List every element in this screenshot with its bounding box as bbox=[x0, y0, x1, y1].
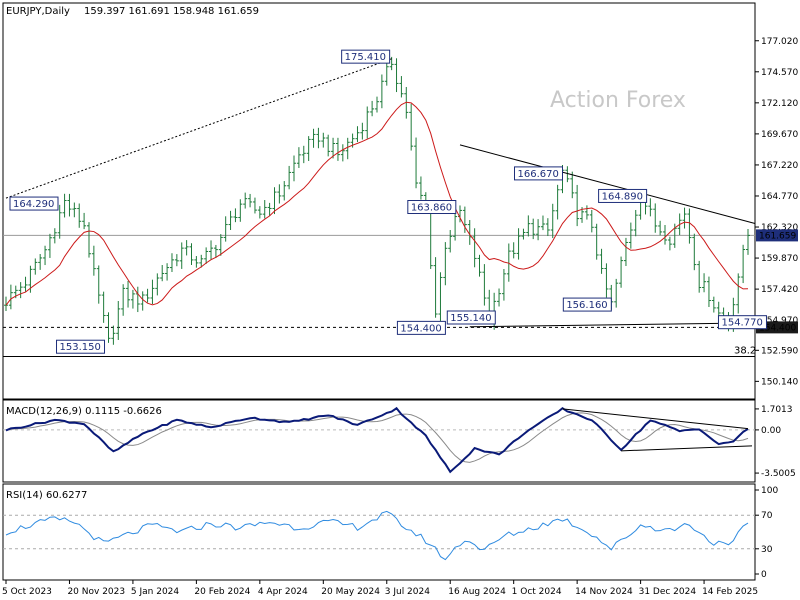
y-tick-label: 159.870 bbox=[761, 254, 798, 264]
macd-lower-trendline bbox=[621, 445, 753, 452]
y-tick-label: 164.770 bbox=[761, 192, 798, 202]
support-price-label: 154.400 bbox=[759, 323, 796, 333]
label-175-410: 175.410 bbox=[345, 52, 386, 63]
x-axis: 5 Oct 2023 20 Nov 2023 5 Jan 2024 20 Feb 20… bbox=[2, 580, 758, 597]
label-156-160-box bbox=[562, 297, 612, 312]
x-tick-label: 20 Feb 2024 bbox=[194, 587, 250, 597]
label-154-400: 154.400 bbox=[400, 323, 441, 334]
label-163-860: 163.860 bbox=[411, 203, 452, 214]
rsi-y-axis: 100 70 30 0 bbox=[755, 486, 778, 580]
x-tick-label: 20 May 2024 bbox=[321, 587, 380, 597]
macd-y-axis: 1.7013 0.00 -3.5005 bbox=[755, 405, 796, 479]
rsi-panel-frame bbox=[2, 483, 756, 581]
x-tick-label: 16 Aug 2024 bbox=[448, 587, 506, 597]
macd-y-label: -3.5005 bbox=[761, 469, 796, 479]
label-164-890: 164.890 bbox=[602, 191, 643, 202]
label-156-160: 156.160 bbox=[566, 300, 607, 311]
price-annotations: 175.410 164.290 153.150 166.670 164.890 163.8… bbox=[9, 49, 767, 354]
label-154-770-box bbox=[717, 315, 767, 330]
price-y-axis: 177.020 174.570 172.120 169.670 167.220 164.7… bbox=[755, 37, 798, 387]
current-price-tag bbox=[756, 229, 798, 242]
fib-label: 38.2 bbox=[734, 346, 756, 357]
macd-y-label: 1.7013 bbox=[761, 405, 793, 415]
moving-average bbox=[5, 101, 749, 306]
y-tick-label: 157.420 bbox=[761, 285, 798, 295]
x-tick-label: 3 Jul 2024 bbox=[385, 587, 430, 597]
x-tick-label: 20 Nov 2023 bbox=[67, 587, 125, 597]
rsi-title: RSI(14) 60.6277 bbox=[6, 490, 87, 501]
label-154-400-box bbox=[396, 320, 446, 335]
label-166-670-box bbox=[514, 166, 563, 181]
macd-series bbox=[3, 406, 755, 474]
y-tick-label: 174.570 bbox=[761, 68, 798, 78]
y-tick-label: 150.140 bbox=[761, 377, 798, 387]
rsi-y-label: 0 bbox=[761, 570, 767, 580]
label-153-150-box bbox=[56, 339, 106, 354]
label-164-290: 164.290 bbox=[13, 199, 54, 210]
label-153-150: 153.150 bbox=[60, 342, 101, 353]
y-tick-label: 152.590 bbox=[761, 346, 798, 356]
x-tick-label: 31 Dec 2024 bbox=[639, 587, 697, 597]
label-155-140-box bbox=[446, 310, 496, 325]
macd-upper-trendline bbox=[562, 408, 749, 430]
y-tick-label: 162.320 bbox=[761, 223, 798, 233]
rsi-y-label: 100 bbox=[761, 486, 778, 496]
label-155-140: 155.140 bbox=[450, 313, 491, 324]
rsi-series bbox=[3, 510, 755, 561]
label-166-670: 166.670 bbox=[518, 169, 559, 180]
watermark-text: Action Forex bbox=[550, 88, 686, 113]
chart-ohlc: 159.397 161.691 158.948 161.659 bbox=[84, 6, 259, 17]
rsi-y-label: 30 bbox=[761, 545, 773, 555]
macd-y-label: 0.00 bbox=[761, 426, 781, 436]
x-tick-label: 5 Oct 2023 bbox=[2, 587, 52, 597]
falling-trendline bbox=[459, 144, 756, 224]
macd-panel-frame bbox=[2, 399, 756, 483]
macd-signal-line bbox=[5, 412, 749, 463]
support-trendline bbox=[469, 322, 749, 328]
x-tick-label: 4 Apr 2024 bbox=[258, 587, 308, 597]
x-tick-label: 1 Oct 2024 bbox=[512, 587, 562, 597]
label-163-860-box bbox=[407, 200, 457, 215]
current-price-label: 161.659 bbox=[759, 231, 796, 241]
macd-line bbox=[5, 406, 749, 474]
price-reference-lines: 38.2 bbox=[3, 234, 756, 358]
x-tick-label: 14 Feb 2025 bbox=[702, 587, 758, 597]
label-164-290-box bbox=[9, 196, 59, 211]
chart-symbol: EURJPY,Daily bbox=[6, 6, 70, 17]
y-tick-label: 172.120 bbox=[761, 99, 798, 109]
label-164-890-box bbox=[598, 188, 648, 203]
price-panel-frame bbox=[2, 2, 756, 400]
label-154-770: 154.770 bbox=[721, 318, 762, 329]
y-tick-label: 154.970 bbox=[761, 316, 798, 326]
rsi-line bbox=[5, 510, 749, 561]
dotted-uptrend-line bbox=[5, 58, 392, 199]
label-175-410-box bbox=[341, 49, 391, 64]
x-tick-label: 14 Nov 2024 bbox=[575, 587, 633, 597]
y-tick-label: 177.020 bbox=[761, 37, 798, 47]
macd-title: MACD(12,26,9) 0.1115 -0.6626 bbox=[6, 406, 162, 417]
y-tick-label: 167.220 bbox=[761, 161, 798, 171]
x-tick-label: 5 Jan 2024 bbox=[131, 587, 179, 597]
ma-line bbox=[5, 101, 749, 306]
y-tick-label: 169.670 bbox=[761, 130, 798, 140]
trendlines bbox=[5, 58, 756, 328]
rsi-y-label: 70 bbox=[761, 511, 773, 521]
